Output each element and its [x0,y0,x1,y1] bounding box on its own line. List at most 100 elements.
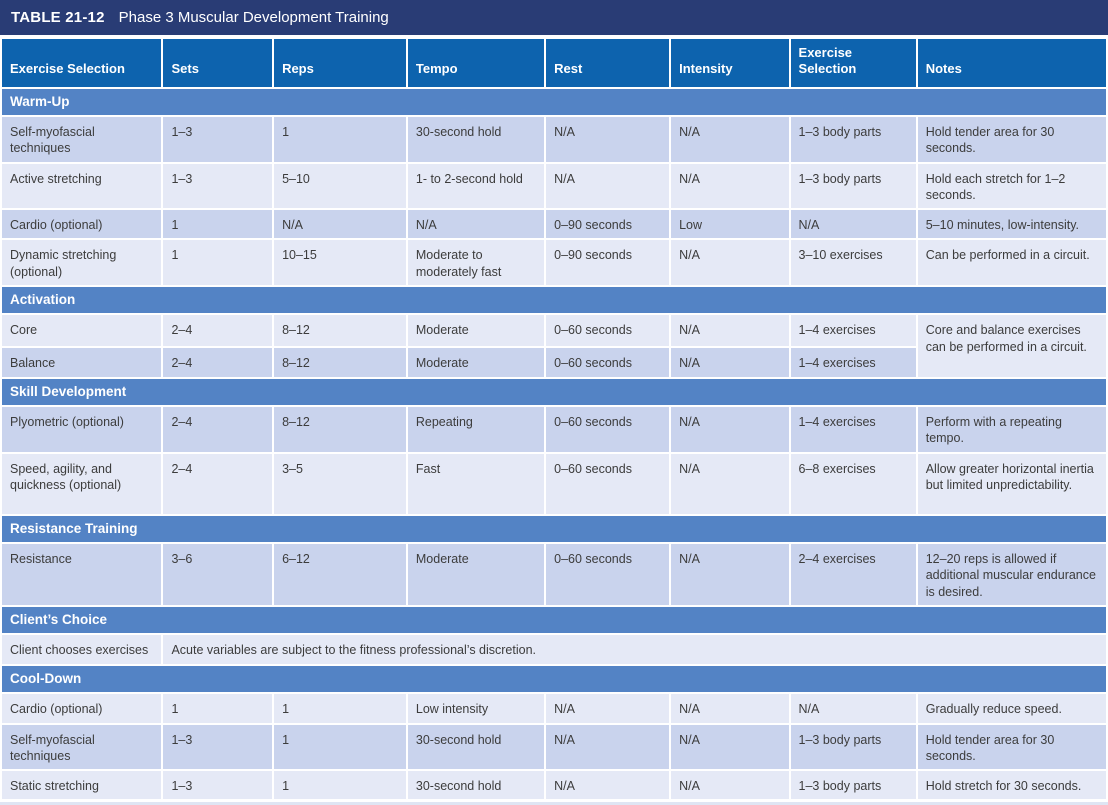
table-row: Cardio (optional) 1 N/A N/A 0–90 seconds Low N… [0,208,1108,241]
cell: N/A [669,405,791,454]
cell: 0–60 seconds [544,405,672,454]
cell: 1–3 body parts [788,769,918,802]
table-row: Speed, agility, and quickness (optional)… [0,451,1108,516]
column-header-tempo: Tempo [405,37,547,89]
cell: Low intensity [405,692,547,725]
section-row-resistance-training: Resistance Training [0,513,1108,545]
cell: Low [669,208,791,241]
table-row: Self-myofascial techniques 1–3 1 30-second … [0,115,1108,164]
cell: 6–8 exercises [788,451,918,516]
cell: Client chooses exercises [0,633,164,666]
cell: 1–3 [161,769,275,802]
table-row: Core 2–4 8–12 Moderate 0–60 seconds N/A 1–4 ex… [0,313,1108,379]
table-row: Self-myofascial techniques 1–3 1 30-second … [0,722,1108,772]
cell: N/A [669,451,791,516]
cell: N/A [544,692,672,725]
cell: 8–12 [272,313,408,349]
cell: 1–3 body parts [788,115,918,164]
cell: 1–3 [161,722,275,772]
table-row: Resistance 3–6 6–12 Moderate 0–60 seconds N/A… [0,542,1108,607]
column-header-sets: Sets [161,37,275,89]
column-header-notes: Notes [915,37,1108,89]
table-row: Client chooses exercises Acute variables … [0,633,1108,666]
column-header-rest: Rest [544,37,672,89]
cell: 3–10 exercises [788,238,918,287]
cell: 1 [161,238,275,287]
cell: Core [0,313,164,349]
table-row: Static stretching 1–3 1 30-second hold N/A N/… [0,769,1108,802]
cell: N/A [544,722,672,772]
section-row-cool-down: Cool-Down [0,663,1108,695]
cell: Speed, agility, and quickness (optional) [0,451,164,516]
cell: Repeating [405,405,547,454]
section-header: Warm-Up [0,86,1108,118]
training-table: Exercise Selection Sets Reps Tempo Rest … [0,37,1108,802]
cell: Cardio (optional) [0,208,164,241]
section-row-client-s-choice: Client’s Choice [0,604,1108,636]
cell: Can be performed in a circuit. [915,238,1108,287]
cell: N/A [405,208,547,241]
cell: Core and balance exercises can be perfor… [915,313,1108,379]
table-row: Dynamic stretching (optional) 1 10–15 Moder… [0,238,1108,287]
cell: 12–20 reps is allowed if additional musc… [915,542,1108,607]
cell: 8–12 [272,346,408,379]
section-header: Resistance Training [0,513,1108,545]
cell: Hold each stretch for 1–2 seconds. [915,161,1108,211]
cell: 1–4 exercises [788,346,918,379]
cell: N/A [544,115,672,164]
cell: 1- to 2-second hold [405,161,547,211]
cell: 0–90 seconds [544,208,672,241]
cell: Cardio (optional) [0,692,164,725]
cell: Dynamic stretching (optional) [0,238,164,287]
column-header-intensity: Intensity [669,37,791,89]
cell: N/A [669,769,791,802]
cell: 30-second hold [405,115,547,164]
cell: Static stretching [0,769,164,802]
cell: N/A [788,208,918,241]
cell: Moderate [405,346,547,379]
section-row-activation: Activation [0,284,1108,316]
cell: 3–6 [161,542,275,607]
cell: Balance [0,346,164,379]
cell: Hold stretch for 30 seconds. [915,769,1108,802]
cell: 1 [272,692,408,725]
cell: N/A [669,161,791,211]
table-title: Phase 3 Muscular Development Training [118,9,389,26]
cell: 5–10 minutes, low-intensity. [915,208,1108,241]
cell: 2–4 [161,405,275,454]
cell: Gradually reduce speed. [915,692,1108,725]
cell: N/A [669,313,791,349]
cell: Hold tender area for 30 seconds. [915,722,1108,772]
table-number-label: TABLE 21-12 [11,9,105,26]
cell: Fast [405,451,547,516]
section-header: Activation [0,284,1108,316]
cell: 0–60 seconds [544,542,672,607]
cell: 0–60 seconds [544,313,672,349]
column-header-exercise-selection-2: Exercise Selection [788,37,918,89]
cell: 1–3 body parts [788,722,918,772]
cell: Self-myofascial techniques [0,722,164,772]
cell: N/A [669,115,791,164]
cell: 1 [161,208,275,241]
cell: 30-second hold [405,722,547,772]
cell: 2–4 exercises [788,542,918,607]
cell: Allow greater horizontal inertia but lim… [915,451,1108,516]
cell: Moderate to moderately fast [405,238,547,287]
cell: Perform with a repeating tempo. [915,405,1108,454]
column-header-exercise-selection: Exercise Selection [0,37,164,89]
cell: Acute variables are subject to the fitne… [161,633,1108,666]
cell: 2–4 [161,346,275,379]
table-title-bar: TABLE 21-12 Phase 3 Muscular Development… [0,0,1108,35]
cell: 8–12 [272,405,408,454]
cell: 0–60 seconds [544,451,672,516]
cell: 1 [272,115,408,164]
cell: 5–10 [272,161,408,211]
cell: N/A [669,692,791,725]
section-header: Client’s Choice [0,604,1108,636]
cell: 3–5 [272,451,408,516]
cell: Self-myofascial techniques [0,115,164,164]
cell: 6–12 [272,542,408,607]
cell: 2–4 [161,313,275,349]
cell: 1–3 body parts [788,161,918,211]
cell: 1–4 exercises [788,405,918,454]
